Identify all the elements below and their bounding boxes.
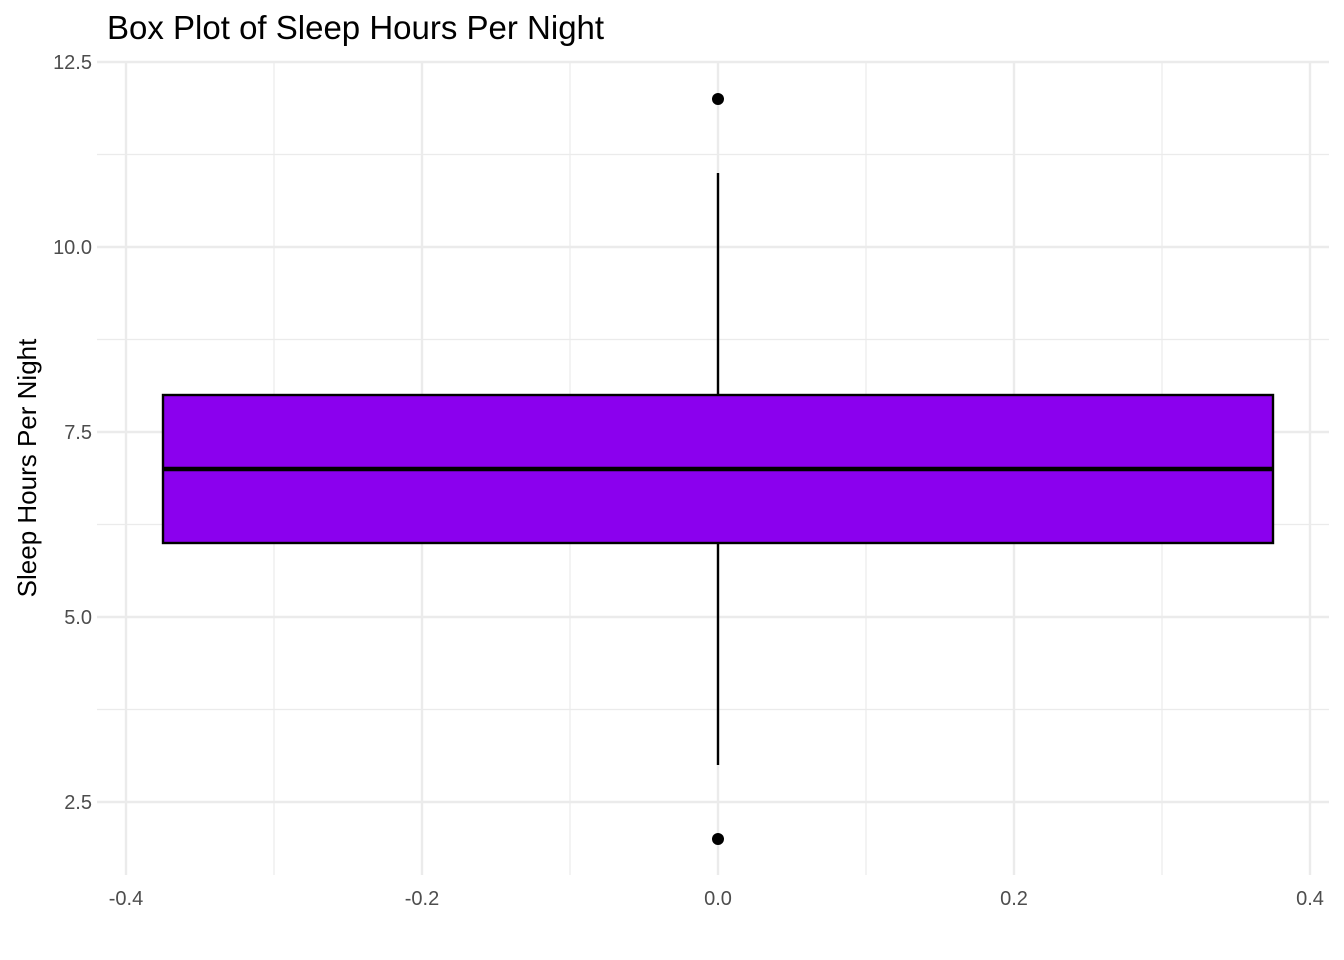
outlier-point [712,833,724,845]
y-tick-label: 10.0 [53,237,92,259]
y-axis-label: Sleep Hours Per Night [12,338,42,597]
y-tick-label: 7.5 [64,422,92,444]
x-axis-ticks: -0.4 -0.2 0.0 0.2 0.4 [109,888,1324,910]
x-tick-label: -0.4 [109,888,143,910]
y-axis-ticks: 2.5 5.0 7.5 10.0 12.5 [53,52,92,814]
x-tick-label: 0.0 [704,888,732,910]
x-tick-label: -0.2 [405,888,439,910]
box-group [161,93,1275,845]
outlier-point [712,93,724,105]
y-tick-label: 5.0 [64,607,92,629]
y-tick-label: 12.5 [53,52,92,74]
x-tick-label: 0.4 [1296,888,1324,910]
chart-title: Box Plot of Sleep Hours Per Night [107,9,604,46]
x-tick-label: 0.2 [1000,888,1028,910]
y-tick-label: 2.5 [64,792,92,814]
